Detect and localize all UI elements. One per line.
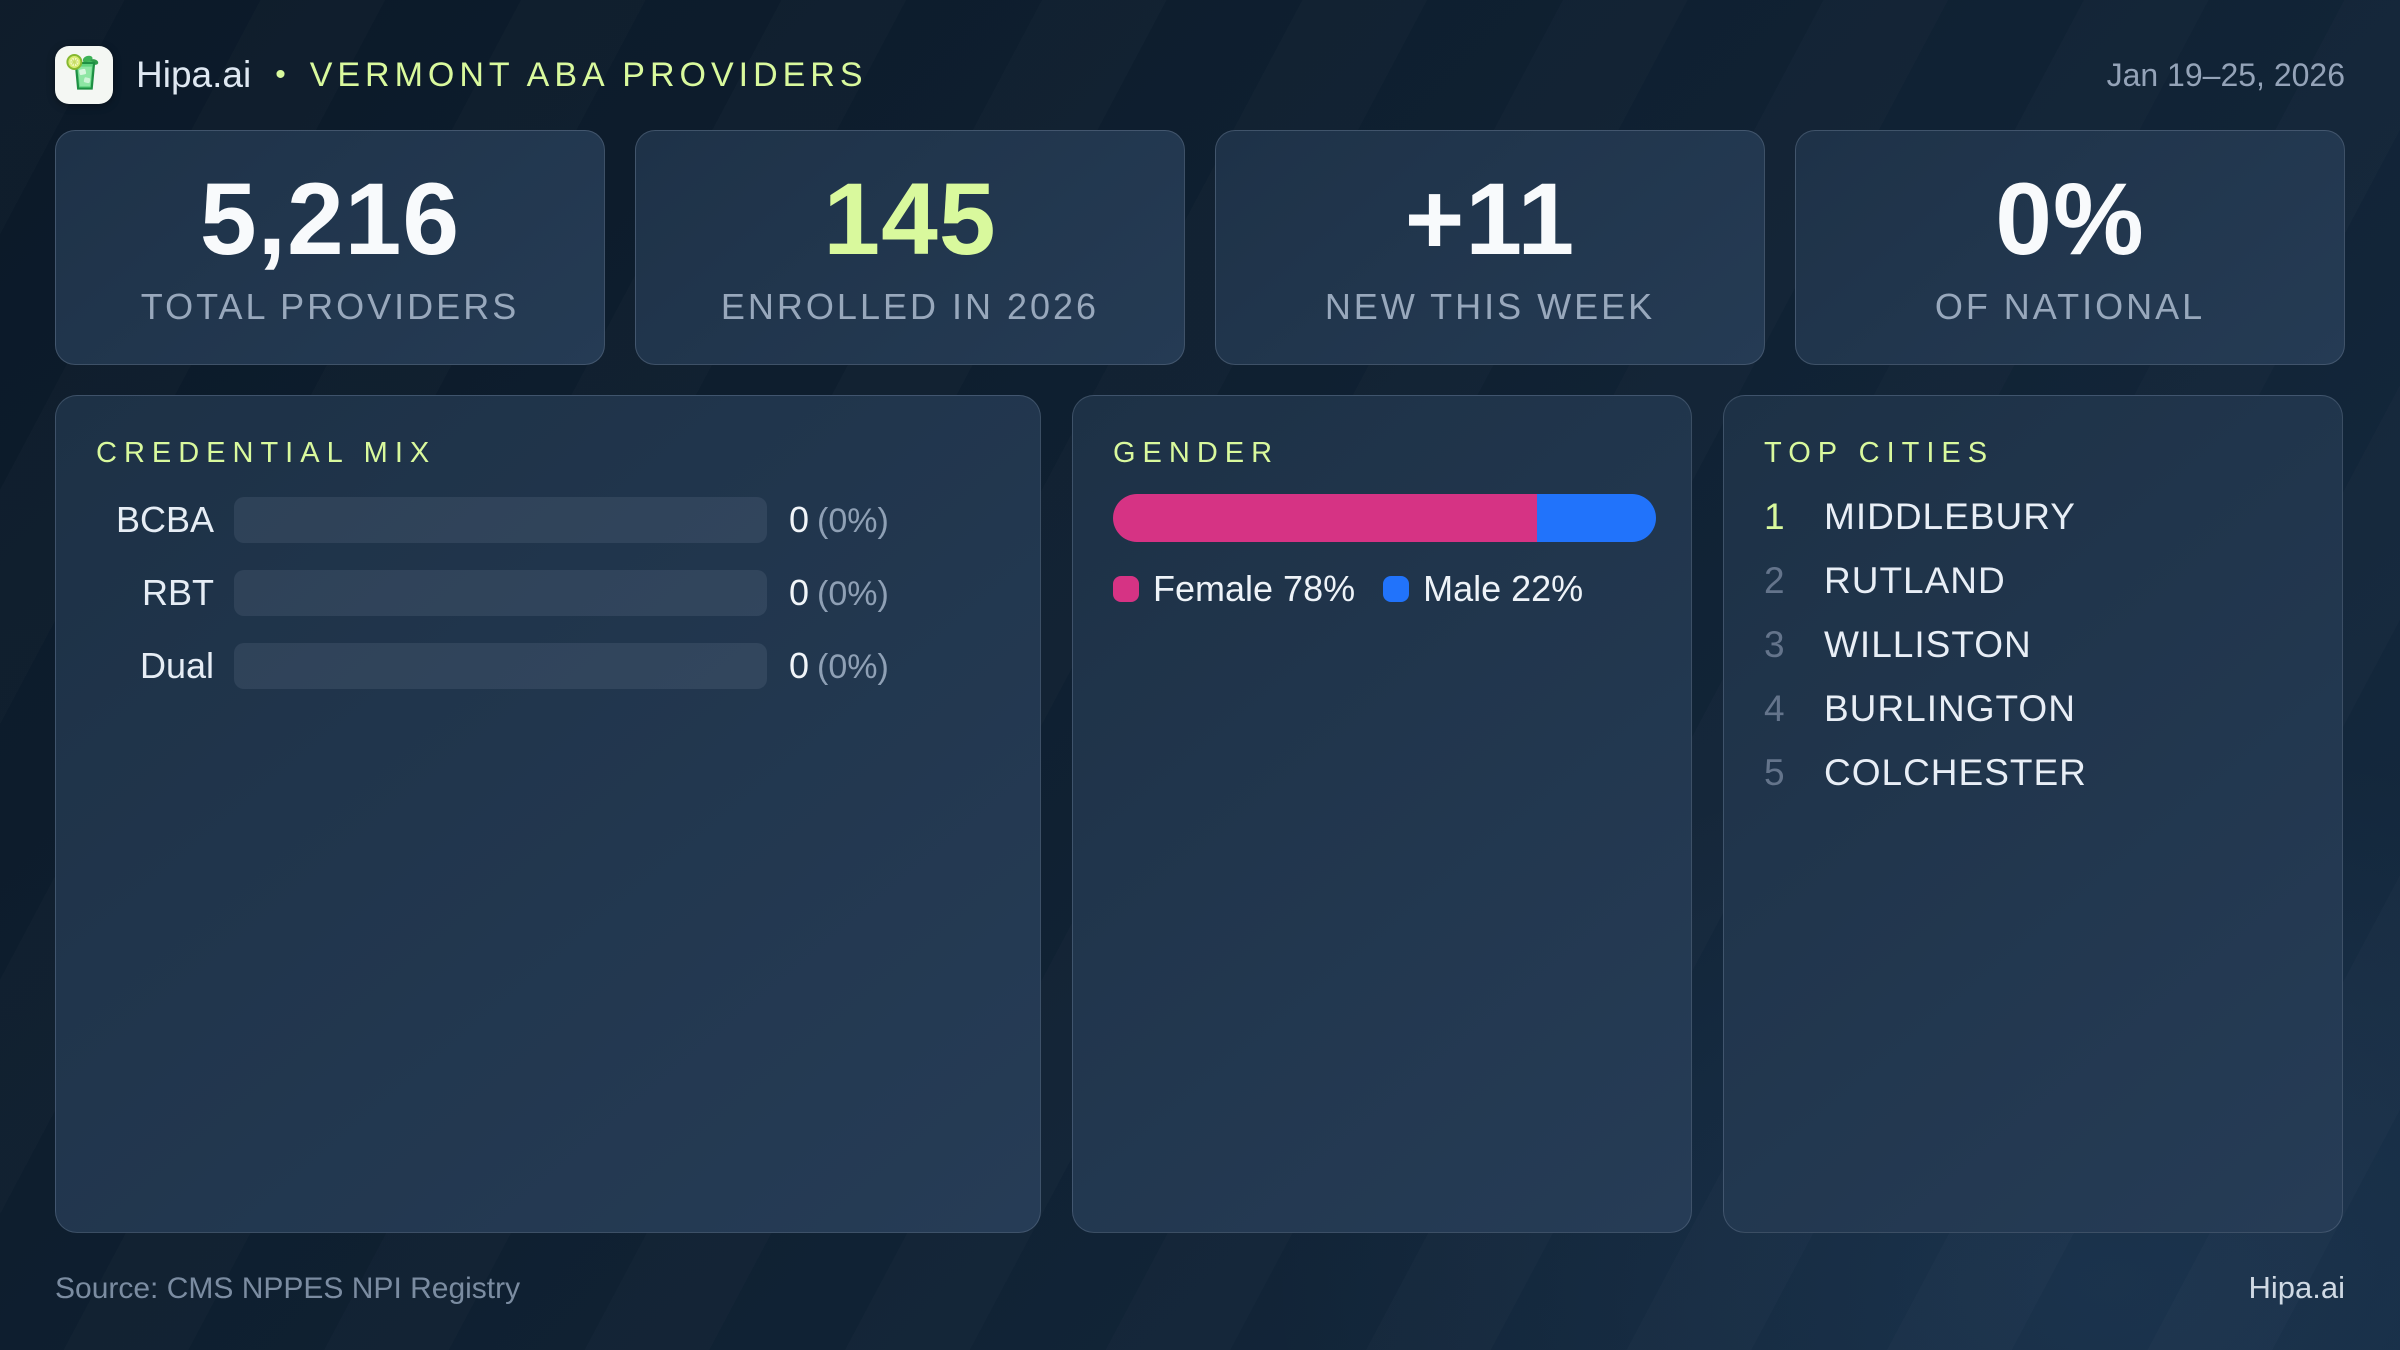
credential-row-bcba: BCBA 0 (0%) <box>96 497 1000 543</box>
city-rank: 1 <box>1764 496 1785 537</box>
stats-row: 5,216 TOTAL PROVIDERS 145 ENROLLED IN 20… <box>55 130 2345 365</box>
city-row: 3 WILLISTON <box>1764 624 2302 666</box>
footer-brand: Hipa.ai <box>2248 1270 2346 1305</box>
city-row: 5 COLCHESTER <box>1764 752 2302 794</box>
credential-label: Dual <box>139 645 214 686</box>
legend-item-male: Male 22% <box>1383 568 1583 610</box>
city-name: BURLINGTON <box>1824 688 2076 729</box>
gender-bar-male <box>1536 494 1656 542</box>
credential-pct: (0%) <box>817 502 889 540</box>
city-rank: 3 <box>1764 624 1785 665</box>
credential-bar-track <box>234 570 767 616</box>
gender-bar-female <box>1113 494 1537 542</box>
brand-name: Hipa.ai <box>136 54 252 95</box>
stat-label: TOTAL PROVIDERS <box>140 285 520 327</box>
city-row: 2 RUTLAND <box>1764 560 2302 602</box>
city-rank: 4 <box>1764 688 1785 729</box>
stat-value: 0% <box>1995 161 2145 276</box>
stat-card-new-this-week: +11 NEW THIS WEEK <box>1215 130 1765 365</box>
city-name: RUTLAND <box>1824 560 2006 601</box>
mojito-glass-icon <box>62 51 106 100</box>
top-cities-panel: TOP CITIES 1 MIDDLEBURY 2 RUTLAND 3 WILL… <box>1723 395 2343 1233</box>
footer: Source: CMS NPPES NPI Registry Hipa.ai <box>55 1270 2345 1306</box>
credential-bar-list: BCBA 0 (0%) RBT 0 (0%) Dual <box>96 497 1000 689</box>
legend-item-female: Female 78% <box>1113 568 1355 610</box>
city-name: COLCHESTER <box>1824 752 2087 793</box>
city-name: MIDDLEBURY <box>1824 496 2076 537</box>
panel-title: TOP CITIES <box>1764 437 1995 469</box>
date-range: Jan 19–25, 2026 <box>2106 56 2345 93</box>
city-row: 4 BURLINGTON <box>1764 688 2302 730</box>
gender-legend: Female 78% Male 22% <box>1113 568 1651 610</box>
city-name: WILLISTON <box>1824 624 2032 665</box>
credential-label: BCBA <box>115 499 214 540</box>
gender-panel: GENDER Female 78% Male 22% <box>1072 395 1692 1233</box>
stat-value: 5,216 <box>199 161 461 276</box>
data-source-note: Source: CMS NPPES NPI Registry <box>55 1272 521 1305</box>
city-row: 1 MIDDLEBURY <box>1764 496 2302 538</box>
credential-value: 0 (0%) <box>789 499 889 540</box>
header: Hipa.ai • VERMONT ABA PROVIDERS Jan 19–2… <box>55 42 2345 108</box>
top-cities-list: 1 MIDDLEBURY 2 RUTLAND 3 WILLISTON 4 BUR… <box>1764 496 2302 794</box>
stat-label: OF NATIONAL <box>1934 285 2206 327</box>
app-logo <box>55 46 113 104</box>
legend-label: Male 22% <box>1423 568 1584 609</box>
gender-split-bar <box>1113 494 1656 542</box>
header-separator-dot: • <box>275 58 286 91</box>
stat-card-enrolled: 145 ENROLLED IN 2026 <box>635 130 1185 365</box>
credential-label: RBT <box>142 572 214 613</box>
panel-title: CREDENTIAL MIX <box>96 437 437 469</box>
panel-title: GENDER <box>1113 437 1280 469</box>
city-rank: 2 <box>1764 560 1785 601</box>
credential-pct: (0%) <box>817 648 889 686</box>
stat-card-total-providers: 5,216 TOTAL PROVIDERS <box>55 130 605 365</box>
city-rank: 5 <box>1764 752 1785 793</box>
stat-label: NEW THIS WEEK <box>1324 285 1656 327</box>
credential-row-dual: Dual 0 (0%) <box>96 643 1000 689</box>
stat-card-of-national: 0% OF NATIONAL <box>1795 130 2345 365</box>
credential-value: 0 (0%) <box>789 572 889 613</box>
page-title: VERMONT ABA PROVIDERS <box>309 55 868 94</box>
stat-value: 145 <box>823 161 997 276</box>
credential-mix-panel: CREDENTIAL MIX BCBA 0 (0%) RBT 0 (0%) <box>55 395 1041 1233</box>
credential-pct: (0%) <box>817 575 889 613</box>
stat-label: ENROLLED IN 2026 <box>720 285 1100 327</box>
credential-bar-track <box>234 643 767 689</box>
credential-bar-track <box>234 497 767 543</box>
credential-value: 0 (0%) <box>789 645 889 686</box>
female-swatch-icon <box>1113 576 1139 602</box>
male-swatch-icon <box>1383 576 1410 602</box>
credential-row-rbt: RBT 0 (0%) <box>96 570 1000 616</box>
stat-value: +11 <box>1404 161 1576 276</box>
legend-label: Female 78% <box>1153 568 1356 609</box>
panels-row: CREDENTIAL MIX BCBA 0 (0%) RBT 0 (0%) <box>55 395 2345 1233</box>
